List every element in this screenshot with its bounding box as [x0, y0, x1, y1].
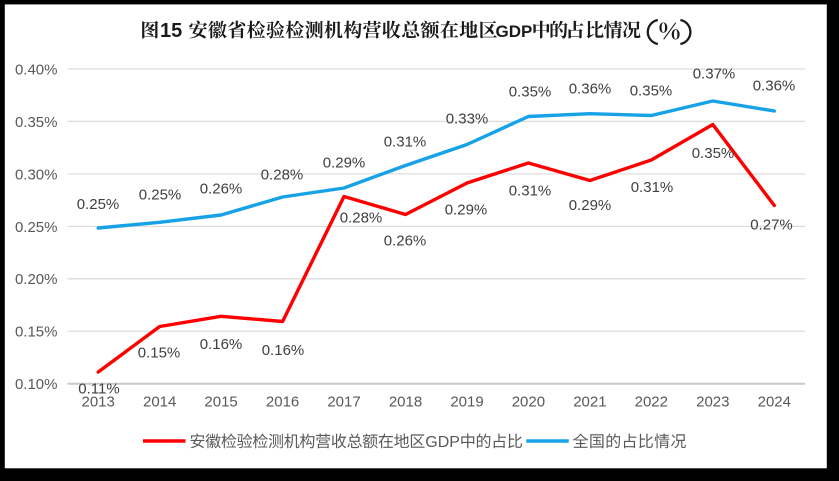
svg-text:0.35%: 0.35% [15, 114, 58, 131]
svg-text:0.28%: 0.28% [340, 209, 383, 226]
svg-text:0.16%: 0.16% [262, 342, 305, 359]
svg-text:0.29%: 0.29% [569, 197, 612, 214]
svg-text:2023: 2023 [696, 393, 729, 410]
svg-text:0.31%: 0.31% [384, 133, 427, 150]
svg-text:2015: 2015 [204, 393, 237, 410]
svg-text:0.35%: 0.35% [630, 82, 673, 99]
svg-text:0.11%: 0.11% [78, 380, 119, 397]
svg-text:GDP: GDP [496, 22, 533, 41]
svg-text:0.28%: 0.28% [261, 166, 304, 183]
svg-text:0.26%: 0.26% [384, 232, 427, 249]
svg-text:GDP: GDP [425, 434, 460, 451]
svg-text:0.25%: 0.25% [77, 196, 120, 213]
svg-text:0.31%: 0.31% [631, 179, 674, 196]
svg-text:0.35%: 0.35% [509, 83, 552, 100]
svg-text:2018: 2018 [389, 393, 422, 410]
svg-text:2021: 2021 [573, 393, 606, 410]
svg-text:2024: 2024 [758, 393, 791, 410]
svg-text:0.25%: 0.25% [139, 186, 182, 203]
svg-text:2014: 2014 [143, 393, 176, 410]
svg-text:0.26%: 0.26% [200, 180, 243, 197]
svg-text:0.29%: 0.29% [445, 201, 488, 218]
svg-text:2022: 2022 [635, 393, 668, 410]
svg-text:2019: 2019 [450, 393, 483, 410]
svg-text:2020: 2020 [512, 393, 545, 410]
svg-text:0.37%: 0.37% [693, 65, 736, 82]
svg-text:0.33%: 0.33% [446, 110, 489, 127]
svg-text:0.15%: 0.15% [15, 324, 58, 341]
svg-text:0.36%: 0.36% [569, 80, 612, 97]
svg-text:0.27%: 0.27% [750, 216, 793, 233]
svg-text:0.35%: 0.35% [692, 145, 735, 162]
svg-text:2016: 2016 [266, 393, 299, 410]
svg-text:0.10%: 0.10% [15, 376, 58, 393]
svg-text:15: 15 [160, 20, 182, 42]
svg-text:0.31%: 0.31% [509, 182, 552, 199]
svg-text:0.16%: 0.16% [200, 336, 243, 353]
svg-text:0.15%: 0.15% [138, 344, 181, 361]
svg-text:0.29%: 0.29% [323, 154, 366, 171]
svg-text:2013: 2013 [82, 393, 115, 410]
svg-text:0.36%: 0.36% [753, 77, 796, 94]
svg-text:0.25%: 0.25% [15, 219, 58, 236]
svg-text:0.40%: 0.40% [15, 61, 58, 78]
svg-text:0.20%: 0.20% [15, 271, 58, 288]
svg-text:0.30%: 0.30% [15, 166, 58, 183]
svg-text:2017: 2017 [327, 393, 360, 410]
